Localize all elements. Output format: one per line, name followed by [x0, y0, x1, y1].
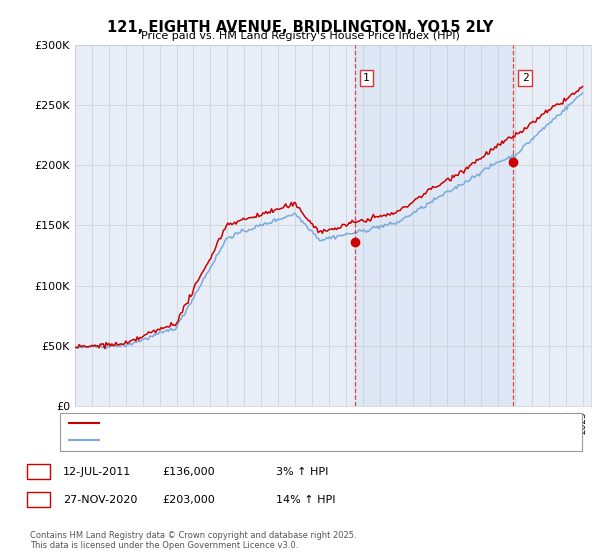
Text: 1: 1: [35, 466, 42, 477]
Text: 14% ↑ HPI: 14% ↑ HPI: [276, 494, 335, 505]
Text: £203,000: £203,000: [162, 494, 215, 505]
Text: 27-NOV-2020: 27-NOV-2020: [63, 494, 137, 505]
Text: Contains HM Land Registry data © Crown copyright and database right 2025.
This d: Contains HM Land Registry data © Crown c…: [30, 530, 356, 550]
Text: 3% ↑ HPI: 3% ↑ HPI: [276, 466, 328, 477]
Bar: [355, 45, 514, 406]
Text: 1: 1: [363, 73, 370, 83]
Text: 2: 2: [35, 494, 42, 505]
Text: Price paid vs. HM Land Registry's House Price Index (HPI): Price paid vs. HM Land Registry's House …: [140, 31, 460, 41]
Text: HPI: Average price, semi-detached house, East Riding of Yorkshire: HPI: Average price, semi-detached house,…: [105, 436, 419, 445]
Text: £136,000: £136,000: [162, 466, 215, 477]
Text: 2: 2: [522, 73, 529, 83]
Text: 12-JUL-2011: 12-JUL-2011: [63, 466, 131, 477]
Text: 121, EIGHTH AVENUE, BRIDLINGTON, YO15 2LY (semi-detached house): 121, EIGHTH AVENUE, BRIDLINGTON, YO15 2L…: [105, 419, 439, 428]
Text: 121, EIGHTH AVENUE, BRIDLINGTON, YO15 2LY: 121, EIGHTH AVENUE, BRIDLINGTON, YO15 2L…: [107, 20, 493, 35]
